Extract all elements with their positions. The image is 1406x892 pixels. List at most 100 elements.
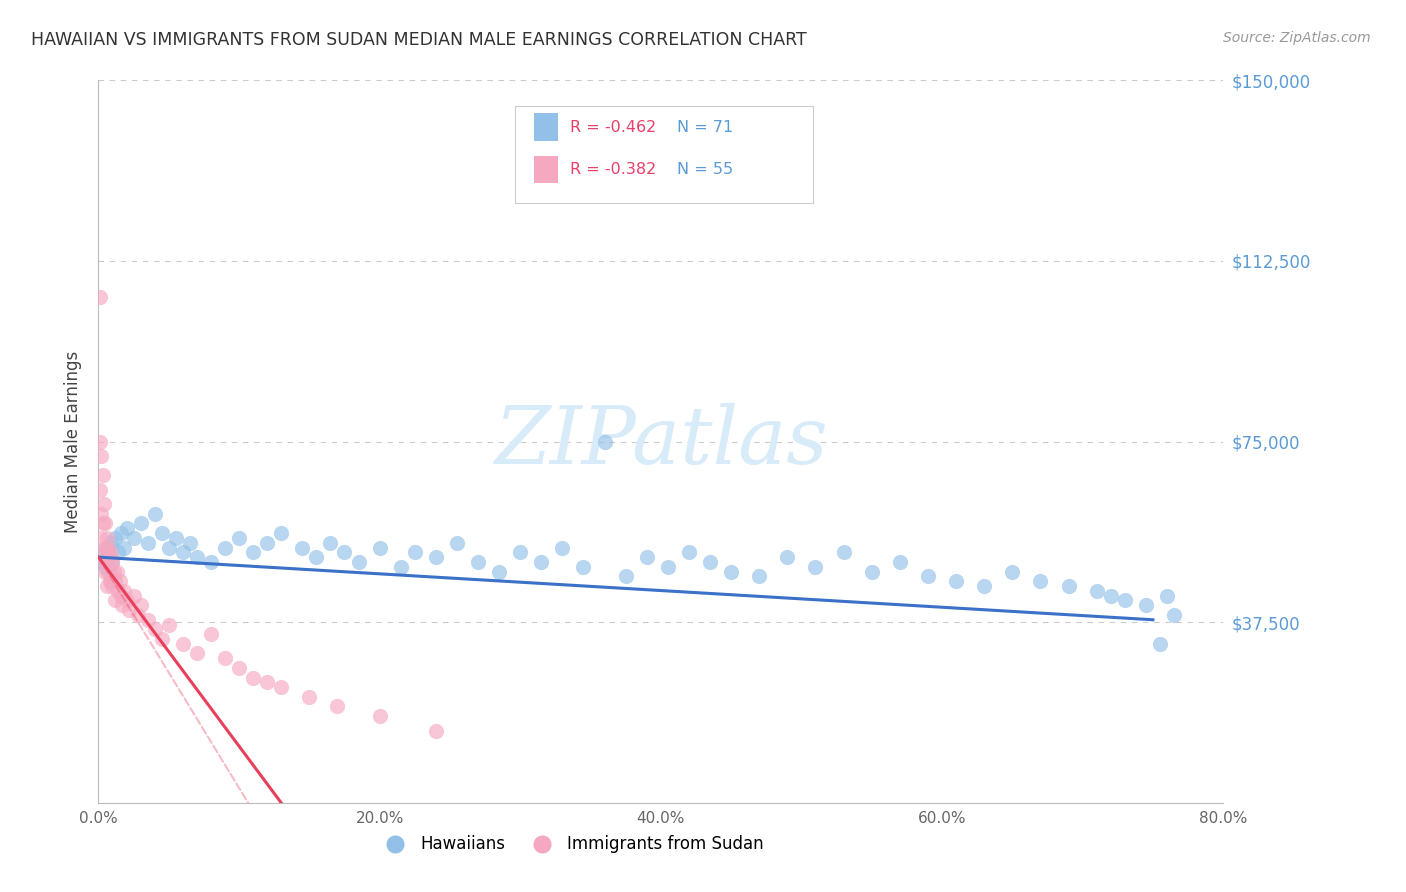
Point [110,589,132,603]
Point [973,579,995,593]
Point [804,559,827,574]
Point [157,617,180,632]
Point [256,535,278,549]
FancyBboxPatch shape [534,113,558,141]
Point [136,535,159,549]
Point [720,565,742,579]
Point [101,555,124,569]
Point [136,613,159,627]
Point [889,555,911,569]
Point [107,545,129,559]
Point [776,550,799,565]
Point [530,555,553,569]
Point [748,569,770,583]
Point [368,541,391,555]
Point [93,497,115,511]
Point [214,651,236,665]
Point [446,535,468,549]
Point [1001,565,1024,579]
Point [1135,599,1157,613]
Point [122,531,145,545]
Point [832,545,855,559]
Point [104,593,127,607]
Point [404,545,426,559]
Point [150,526,173,541]
Point [347,555,370,569]
Point [100,535,122,549]
Point [143,623,166,637]
Point [91,468,114,483]
Point [100,574,122,589]
Point [389,559,412,574]
Point [101,555,124,569]
Point [165,531,187,545]
Point [186,550,208,565]
Text: ZIPatlas: ZIPatlas [494,403,828,480]
Point [860,565,883,579]
Point [270,680,292,694]
FancyBboxPatch shape [515,105,813,203]
Point [509,545,531,559]
Point [200,627,222,641]
Point [945,574,967,589]
Point [143,507,166,521]
Point [572,559,595,574]
Point [122,589,145,603]
Point [699,555,721,569]
Point [111,599,134,613]
Point [214,541,236,555]
Point [1085,583,1108,598]
Point [614,569,637,583]
Point [105,565,128,579]
Point [242,671,264,685]
Point [150,632,173,646]
Point [91,545,114,559]
Point [90,507,112,521]
Point [97,565,120,579]
Point [98,574,121,589]
Point [425,550,447,565]
Point [115,593,138,607]
Point [179,535,201,549]
Point [1057,579,1080,593]
Point [678,545,700,559]
Point [488,565,510,579]
Text: HAWAIIAN VS IMMIGRANTS FROM SUDAN MEDIAN MALE EARNINGS CORRELATION CHART: HAWAIIAN VS IMMIGRANTS FROM SUDAN MEDIAN… [31,31,807,49]
Point [917,569,939,583]
Point [104,574,127,589]
Point [100,550,122,565]
Point [1029,574,1052,589]
Point [291,541,314,555]
Point [319,535,342,549]
Point [93,545,115,559]
Point [108,574,131,589]
Point [172,637,194,651]
Point [593,434,616,449]
Point [98,565,121,579]
Point [93,555,115,569]
Point [1099,589,1122,603]
Point [326,699,349,714]
Point [107,583,129,598]
Point [115,521,138,535]
Point [333,545,356,559]
Point [305,550,328,565]
Point [1163,607,1185,622]
Point [112,541,135,555]
Text: R = -0.382: R = -0.382 [569,162,657,177]
Point [103,565,125,579]
Point [270,526,292,541]
Point [91,555,114,569]
Point [1156,589,1178,603]
Point [118,603,141,617]
Point [112,583,135,598]
Point [157,541,180,555]
Point [636,550,658,565]
Point [129,516,152,531]
Point [90,449,112,463]
Point [96,579,118,593]
Point [104,531,127,545]
Point [96,541,118,555]
Point [98,545,121,559]
Point [129,599,152,613]
